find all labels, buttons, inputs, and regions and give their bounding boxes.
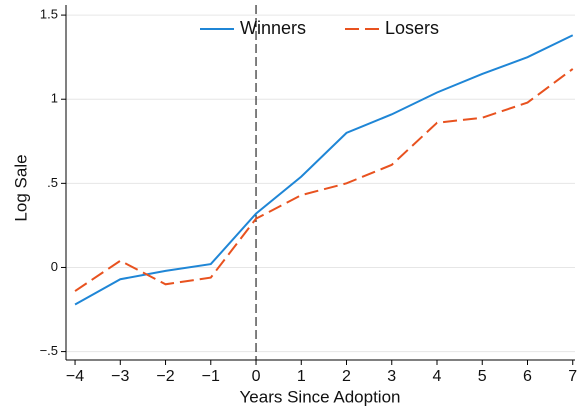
x-tick-label: 3 bbox=[387, 368, 396, 385]
series-line bbox=[74, 34, 574, 306]
y-tick-label: 1 bbox=[51, 91, 58, 106]
x-tick-label: 6 bbox=[523, 368, 532, 385]
legend-label: Losers bbox=[385, 18, 439, 38]
x-tick-label: 1 bbox=[297, 368, 306, 385]
y-tick-label: .5 bbox=[47, 175, 58, 190]
y-tick-label: −.5 bbox=[40, 343, 58, 358]
x-axis-label: Years Since Adoption bbox=[240, 387, 401, 406]
y-tick-label: 1.5 bbox=[40, 7, 58, 22]
y-axis-label: Log Sale bbox=[11, 154, 30, 221]
series-line bbox=[74, 68, 574, 292]
x-tick-label: 5 bbox=[478, 368, 487, 385]
x-tick-label: −1 bbox=[202, 368, 220, 385]
x-tick-label: 4 bbox=[433, 368, 442, 385]
x-tick-label: −2 bbox=[156, 368, 174, 385]
x-tick-label: −4 bbox=[66, 368, 84, 385]
x-tick-label: 0 bbox=[252, 368, 261, 385]
x-tick-label: −3 bbox=[111, 368, 129, 385]
legend-label: Winners bbox=[240, 18, 306, 38]
y-tick-label: 0 bbox=[51, 259, 58, 274]
x-tick-label: 7 bbox=[568, 368, 577, 385]
x-tick-label: 2 bbox=[342, 368, 351, 385]
